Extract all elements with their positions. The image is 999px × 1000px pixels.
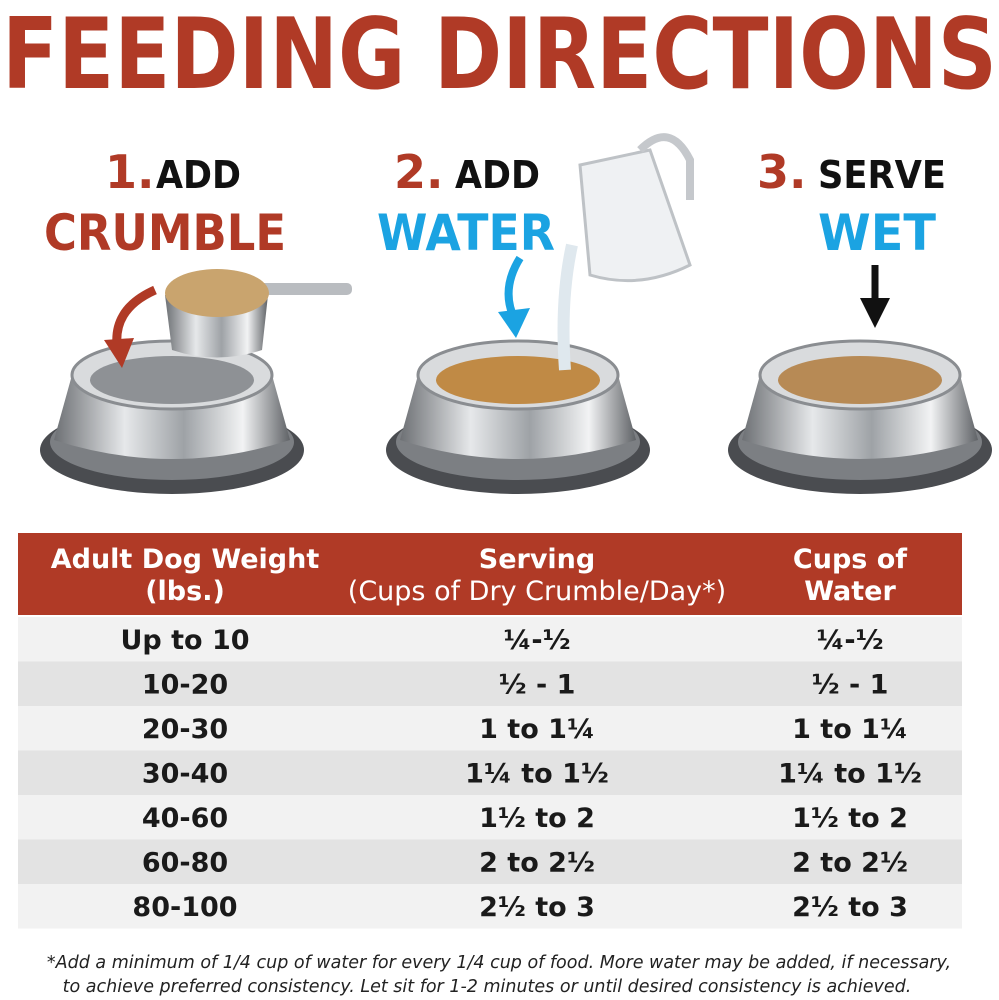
measuring-cup xyxy=(578,148,692,283)
table-cell: 2½ to 3 xyxy=(479,892,595,923)
footnote: to achieve preferred consistency. Let si… xyxy=(63,977,912,997)
table-row-bg xyxy=(18,839,962,884)
arrow-head xyxy=(498,308,530,338)
title: FEEDING DIRECTIONS xyxy=(2,0,997,112)
step-object: WATER xyxy=(377,204,555,262)
step-number: 3. xyxy=(757,145,806,199)
table: Adult Dog Weight(lbs.) Serving(Cups of Dr… xyxy=(18,544,962,929)
column-header: Cups of xyxy=(793,544,907,575)
table-cell: 1¼ to 1½ xyxy=(778,759,922,790)
bowl-inside xyxy=(436,356,600,404)
table-row-bg xyxy=(18,706,962,751)
table-cell: 1½ to 2 xyxy=(792,803,908,834)
footnote: *Add a minimum of 1/4 cup of water for e… xyxy=(47,953,951,973)
column-header: (Cups of Dry Crumble/Day*) xyxy=(348,576,726,607)
water xyxy=(557,243,578,371)
table-cell: 2 to 2½ xyxy=(792,848,908,879)
column-header: Serving xyxy=(479,544,595,575)
step-number: 1. xyxy=(105,145,154,199)
step-object: WET xyxy=(818,204,936,262)
table-cell: 40-60 xyxy=(142,803,228,834)
step-number: 2. xyxy=(394,145,443,199)
illustrations xyxy=(40,133,992,494)
table-cell: 1½ to 2 xyxy=(479,803,595,834)
table-header-bg xyxy=(18,533,962,615)
step-object: CRUMBLE xyxy=(44,204,286,262)
column-header: Adult Dog Weight xyxy=(51,544,320,575)
scoop-handle xyxy=(250,283,352,295)
table-cell: 10-20 xyxy=(142,670,228,701)
table-cell: 1 to 1¼ xyxy=(792,714,908,745)
table-cell: ¼-½ xyxy=(816,625,883,656)
bowl-inside xyxy=(778,356,942,404)
table-cell: ¼-½ xyxy=(503,625,570,656)
cup-handle xyxy=(637,133,694,200)
table-cell: 80-100 xyxy=(132,892,237,923)
bowl-inside xyxy=(90,356,254,404)
column-header: Water xyxy=(804,576,896,607)
table-cell: 2½ to 3 xyxy=(792,892,908,923)
step-verb: ADD xyxy=(156,153,241,197)
table-row-bg xyxy=(18,617,962,662)
table-cell: Up to 10 xyxy=(120,625,249,656)
arrow-head xyxy=(860,298,890,328)
table-cell: ½ - 1 xyxy=(812,670,889,701)
table-cell: 2 to 2½ xyxy=(479,848,595,879)
table-cell: 1¼ to 1½ xyxy=(465,759,609,790)
table-row-bg xyxy=(18,884,962,929)
step-verb: ADD xyxy=(455,153,540,197)
table-cell: 20-30 xyxy=(142,714,228,745)
table-row-bg xyxy=(18,750,962,795)
table-row-bg xyxy=(18,661,962,706)
column-header: (lbs.) xyxy=(145,576,225,607)
table-cell: 60-80 xyxy=(142,848,228,879)
table-row-bg xyxy=(18,795,962,840)
table-cell: ½ - 1 xyxy=(499,670,576,701)
step-verb: SERVE xyxy=(818,153,946,197)
scoop-food xyxy=(165,269,269,317)
table-cell: 30-40 xyxy=(142,759,228,790)
arrow-head xyxy=(104,338,134,368)
table-cell: 1 to 1¼ xyxy=(479,714,595,745)
